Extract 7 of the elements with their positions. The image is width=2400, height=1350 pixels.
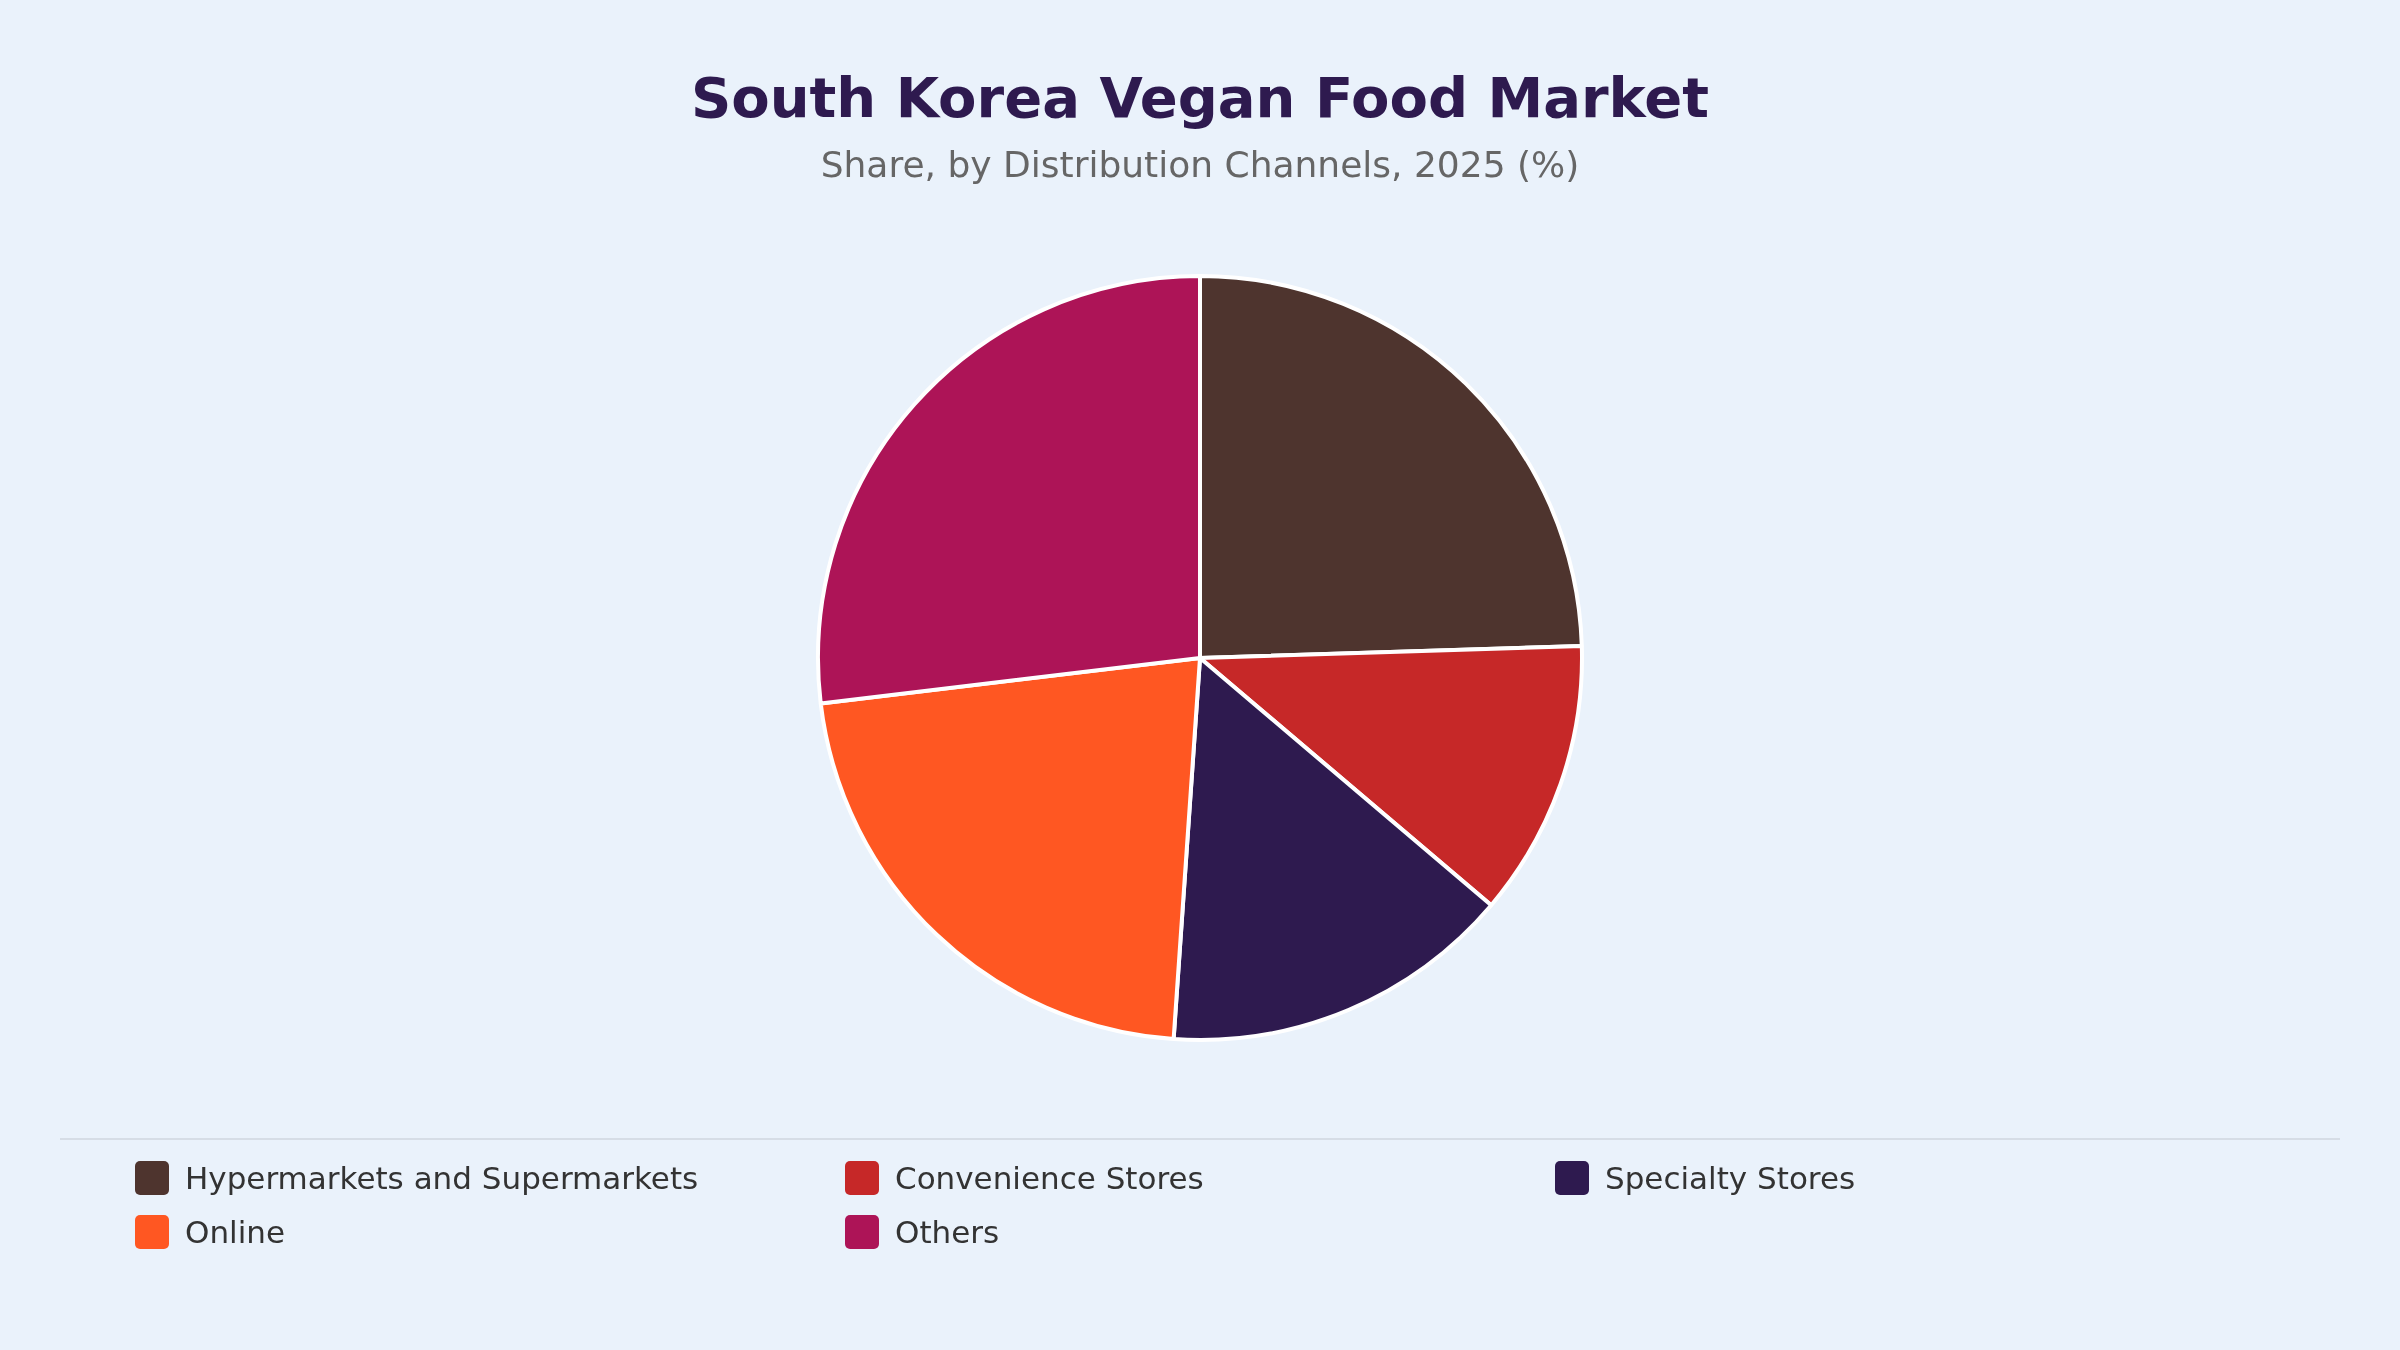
legend-label: Convenience Stores: [895, 1160, 1204, 1196]
legend-label: Specialty Stores: [1605, 1160, 1856, 1196]
chart-title: South Korea Vegan Food Market: [689, 64, 1711, 132]
legend-label: Others: [895, 1214, 1000, 1250]
legend-label: Online: [185, 1214, 285, 1250]
legend-label: Hypermarkets and Supermarkets: [185, 1160, 699, 1196]
chart-subtitle: Share, by Distribution Channels, 2025 (%): [819, 143, 1581, 187]
